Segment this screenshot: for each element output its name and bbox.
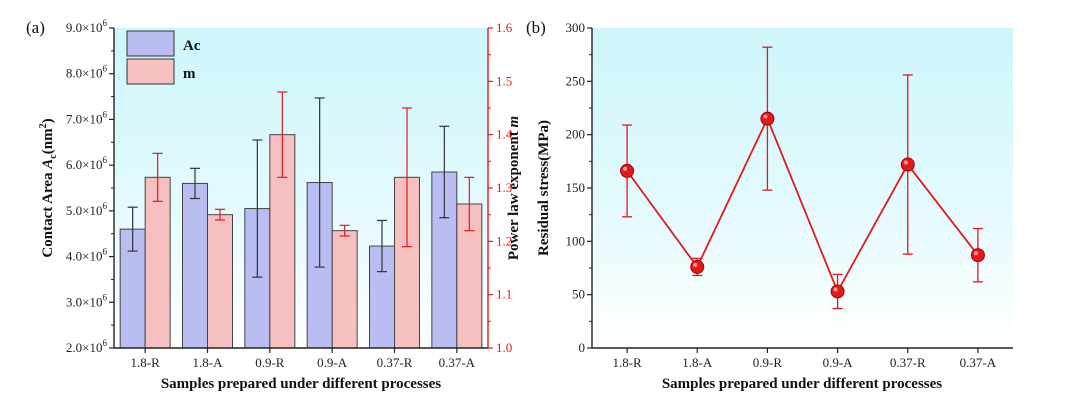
right-y-tick-label: 1.1 — [496, 287, 512, 302]
panel-a-legend: Ac m — [126, 30, 201, 85]
panel-a-left-axis-title: Contact Area Ac(nm2) — [38, 118, 59, 257]
x-tick-label: 0.9-R — [753, 355, 783, 370]
data-point — [760, 111, 775, 126]
panel-b-y-axis-title: Residual stress(MPa) — [536, 120, 552, 256]
data-point — [620, 163, 635, 178]
y-tick-label: 250 — [566, 73, 586, 88]
x-tick-label: 1.8-R — [612, 355, 642, 370]
right-y-tick-label: 1.6 — [496, 20, 513, 35]
x-tick-label: 0.9-A — [317, 355, 348, 370]
x-tick-label: 0.37-R — [890, 355, 926, 370]
left-y-tick-label: 8.0×106 — [66, 64, 108, 81]
y-tick-label: 300 — [566, 20, 586, 35]
panel-a-right-axis-title: Power law exponent m — [506, 116, 522, 260]
panel-b-axes: 0 50 100 150 200 250 300 1.8-R 1.8-A 0.9-R 0.9-A 0.… — [566, 20, 1013, 370]
x-tick-label: 0.9-A — [823, 355, 854, 370]
legend-m-swatch — [126, 58, 175, 85]
legend-m-label: m — [183, 66, 196, 82]
data-point-highlight — [763, 114, 768, 119]
left-y-tick-label: 7.0×106 — [66, 109, 108, 126]
data-point-highlight — [833, 287, 838, 292]
x-tick-label: 1.8-A — [193, 355, 224, 370]
panel-a-bars — [119, 91, 483, 349]
ac-bar — [182, 182, 208, 349]
panel-a: (a) 1.8-R 1.8-A 0.9-R 0.9-A 0.37-R 0.37-A 2.0×… — [26, 18, 522, 392]
right-y-tick-label: 1.3 — [496, 180, 512, 195]
residual-stress-line — [626, 116, 979, 294]
right-y-tick-label: 1.4 — [496, 127, 513, 142]
panel-b-label: (b) — [526, 18, 546, 37]
data-point — [900, 157, 915, 172]
x-tick-label: 1.8-R — [131, 355, 161, 370]
x-tick-label: 0.9-R — [255, 355, 285, 370]
x-tick-label: 1.8-A — [682, 355, 713, 370]
panel-b-x-axis-title: Samples prepared under different process… — [662, 376, 942, 392]
panel-a-x-axis-title: Samples prepared under different process… — [161, 376, 441, 392]
y-tick-label: 200 — [566, 127, 586, 142]
data-point-highlight — [903, 160, 908, 165]
panel-a-plot-area — [114, 28, 488, 348]
left-y-tick-label: 3.0×106 — [66, 292, 108, 309]
y-tick-label: 0 — [579, 340, 586, 355]
data-point — [970, 248, 985, 263]
right-y-tick-label: 1.2 — [496, 233, 512, 248]
x-tick-label: 0.37-A — [960, 355, 997, 370]
y-tick-label: 150 — [566, 180, 586, 195]
panel-b-plot-area — [592, 28, 1013, 348]
right-y-tick-label: 1.5 — [496, 73, 512, 88]
m-bar — [207, 214, 233, 349]
data-point-highlight — [973, 251, 978, 256]
panel-a-axes: 1.8-R 1.8-A 0.9-R 0.9-A 0.37-R 0.37-A 2.0×106 3… — [66, 18, 513, 370]
y-tick-label: 100 — [566, 233, 586, 248]
panel-b-series — [620, 46, 985, 310]
y-tick-label: 50 — [572, 287, 585, 302]
x-tick-label: 0.37-A — [439, 355, 476, 370]
panel-b: (b) 0 50 100 150 200 250 300 1.8-R 1.8-A 0.9-R 0.9… — [526, 18, 1013, 392]
data-point-highlight — [623, 166, 628, 171]
x-tick-label: 0.37-R — [377, 355, 413, 370]
data-point-highlight — [693, 262, 698, 267]
panel-a-label: (a) — [26, 18, 45, 37]
m-bar — [144, 176, 171, 349]
m-bar — [331, 230, 358, 349]
left-y-tick-label: 4.0×106 — [66, 247, 108, 264]
legend-ac-swatch — [126, 30, 175, 57]
left-y-tick-label: 2.0×106 — [66, 338, 108, 355]
data-point — [830, 284, 845, 299]
data-point — [690, 259, 705, 274]
left-y-tick-label: 6.0×106 — [66, 155, 108, 172]
left-y-tick-label: 9.0×106 — [66, 18, 108, 35]
right-y-tick-label: 1.0 — [496, 340, 512, 355]
legend-ac-label: Ac — [183, 38, 201, 54]
left-y-tick-label: 5.0×106 — [66, 201, 108, 218]
